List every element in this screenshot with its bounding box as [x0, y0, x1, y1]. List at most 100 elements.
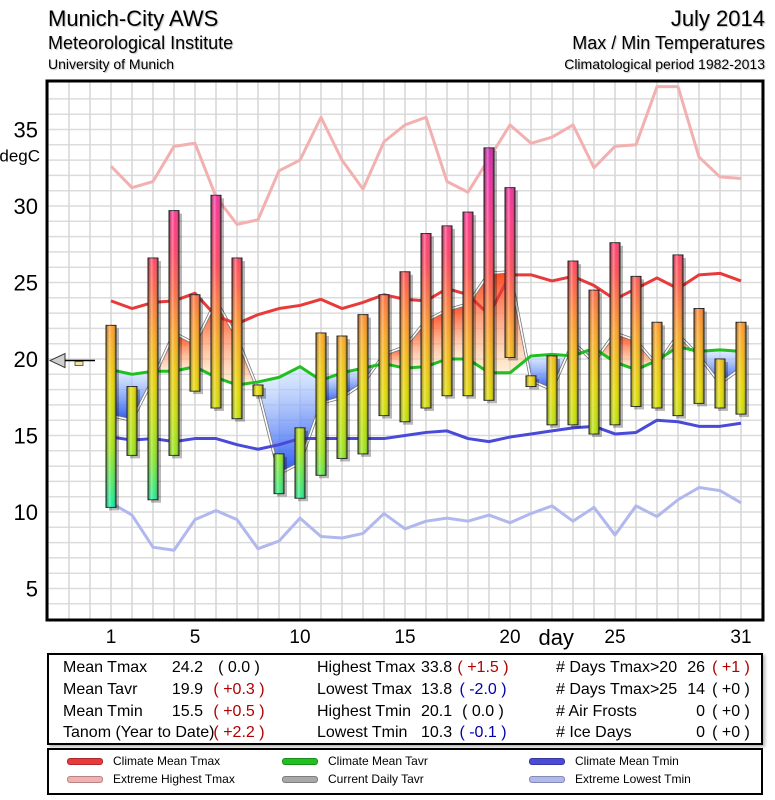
legend-item: Climate Mean Tmin — [529, 754, 679, 768]
legend: Climate Mean Tmax Climate Mean Tavr Climat… — [47, 748, 763, 795]
y-tick-label: 20 — [14, 347, 38, 372]
bar-highlight — [358, 314, 368, 454]
institute-title: Meteorological Institute — [48, 33, 234, 53]
bar-highlight — [190, 294, 200, 392]
stat-value: 10.3 — [421, 724, 453, 741]
bar-highlight — [316, 332, 326, 476]
stat-label: Mean Tmax — [63, 659, 148, 676]
bar-highlight — [295, 427, 305, 499]
stat-label: # Days Tmax>25 — [556, 681, 678, 698]
legend-swatch — [282, 757, 318, 765]
x-tick-label: 1 — [106, 627, 117, 648]
legend-item: Extreme Highest Tmax — [67, 772, 235, 786]
legend-label: Extreme Lowest Tmin — [575, 772, 691, 786]
bar-highlight — [694, 308, 704, 404]
extreme-lowest-tmin-line — [110, 486, 742, 552]
legend-label: Climate Mean Tmax — [113, 754, 221, 768]
stat-label: Lowest Tmax — [317, 681, 412, 698]
legend-swatch — [529, 757, 565, 765]
climate-mean-tmin-line — [110, 418, 742, 451]
bar-highlight — [442, 225, 452, 396]
stat-label: Highest Tmax — [317, 659, 416, 676]
station-title: Munich-City AWS — [48, 6, 219, 31]
stat-label: # Ice Days — [556, 724, 632, 741]
plot-frame — [45, 79, 765, 622]
period-title: Climatological period 1982-2013 — [564, 56, 765, 72]
stat-value: 26 — [687, 659, 705, 676]
bar-highlight — [127, 386, 137, 456]
bar-highlight — [652, 322, 662, 408]
bar-highlight — [148, 258, 158, 500]
bar-highlight — [379, 294, 389, 416]
stat-value: 15.5 — [171, 703, 203, 720]
bar-highlight — [484, 147, 494, 401]
stat-anomaly: ( +2.2 ) — [213, 724, 265, 741]
stat-label: Mean Tavr — [63, 681, 138, 698]
month-title: July 2014 — [670, 6, 765, 31]
bar-highlight — [547, 355, 557, 425]
stat-value: 0 — [696, 703, 705, 720]
stat-anomaly: ( 0.0 ) — [218, 659, 260, 676]
stat-anomaly: ( +0.5 ) — [213, 703, 265, 720]
stat-anomaly: ( +0 ) — [712, 681, 750, 698]
bar-highlight — [631, 276, 641, 407]
legend-label: Climate Mean Tmin — [575, 754, 679, 768]
y-tick-label: 5 — [26, 577, 38, 602]
bar-highlight — [421, 233, 431, 408]
stat-anomaly: ( +0 ) — [712, 724, 750, 741]
x-tick-label: 25 — [604, 627, 625, 648]
legend-item: Extreme Lowest Tmin — [529, 772, 691, 786]
stats-panel: Mean Tmax 24.2 ( 0.0 ) Mean Tavr 19.9 ( +0.3 … — [47, 653, 763, 745]
legend-item: Current Daily Tavr — [282, 772, 424, 786]
x-tick-label: 31 — [730, 627, 751, 648]
legend-item: Climate Mean Tmax — [67, 754, 220, 768]
bar-highlight — [736, 322, 746, 415]
stat-anomaly: ( +0.3 ) — [213, 681, 265, 698]
y-axis-label: degC — [0, 147, 40, 166]
daily-bars — [105, 147, 749, 511]
y-tick-label: 10 — [14, 500, 38, 525]
bar-highlight — [274, 453, 284, 494]
subject-title: Max / Min Temperatures — [572, 33, 765, 53]
stat-value: 0 — [696, 724, 705, 741]
legend-swatch — [67, 757, 103, 765]
bar-highlight — [568, 261, 578, 425]
bar-highlight — [253, 385, 263, 396]
stat-label: Mean Tmin — [63, 703, 143, 720]
stat-anomaly: ( -0.1 ) — [459, 724, 507, 741]
stat-anomaly: ( +1 ) — [712, 659, 750, 676]
stat-label: # Air Frosts — [556, 703, 637, 720]
y-tick-label: 15 — [14, 424, 38, 449]
stat-label: Highest Tmin — [317, 703, 411, 720]
y-tick-label: 35 — [14, 118, 38, 143]
bar-highlight — [211, 195, 221, 408]
bar-highlight — [169, 210, 179, 456]
stat-anomaly: ( +0 ) — [712, 703, 750, 720]
stat-value: 13.8 — [421, 681, 453, 698]
x-tick-label: 5 — [190, 627, 201, 648]
x-tick-label: 15 — [394, 627, 415, 648]
stat-value: 24.2 — [171, 659, 203, 676]
bar-highlight — [673, 254, 683, 416]
legend-swatch — [282, 775, 318, 783]
legend-swatch — [67, 775, 103, 783]
x-axis-label: day — [538, 625, 573, 650]
marker-mini-bar — [74, 361, 84, 366]
legend-label: Extreme Highest Tmax — [113, 772, 235, 786]
bar-highlight — [505, 187, 515, 358]
stat-value: 33.8 — [421, 659, 453, 676]
stat-anomaly: ( +1.5 ) — [457, 659, 509, 676]
bar-highlight — [610, 242, 620, 425]
stat-anomaly: ( -2.0 ) — [459, 681, 507, 698]
legend-swatch — [529, 775, 565, 783]
bar-highlight — [526, 375, 536, 387]
stat-value: 20.1 — [421, 703, 453, 720]
arrow-left-icon — [48, 352, 66, 369]
legend-item: Climate Mean Tavr — [282, 754, 428, 768]
stat-label: Lowest Tmin — [317, 724, 408, 741]
legend-label: Current Daily Tavr — [328, 772, 424, 786]
x-tick-label: 10 — [289, 627, 310, 648]
x-tick-label: 20 — [499, 627, 520, 648]
